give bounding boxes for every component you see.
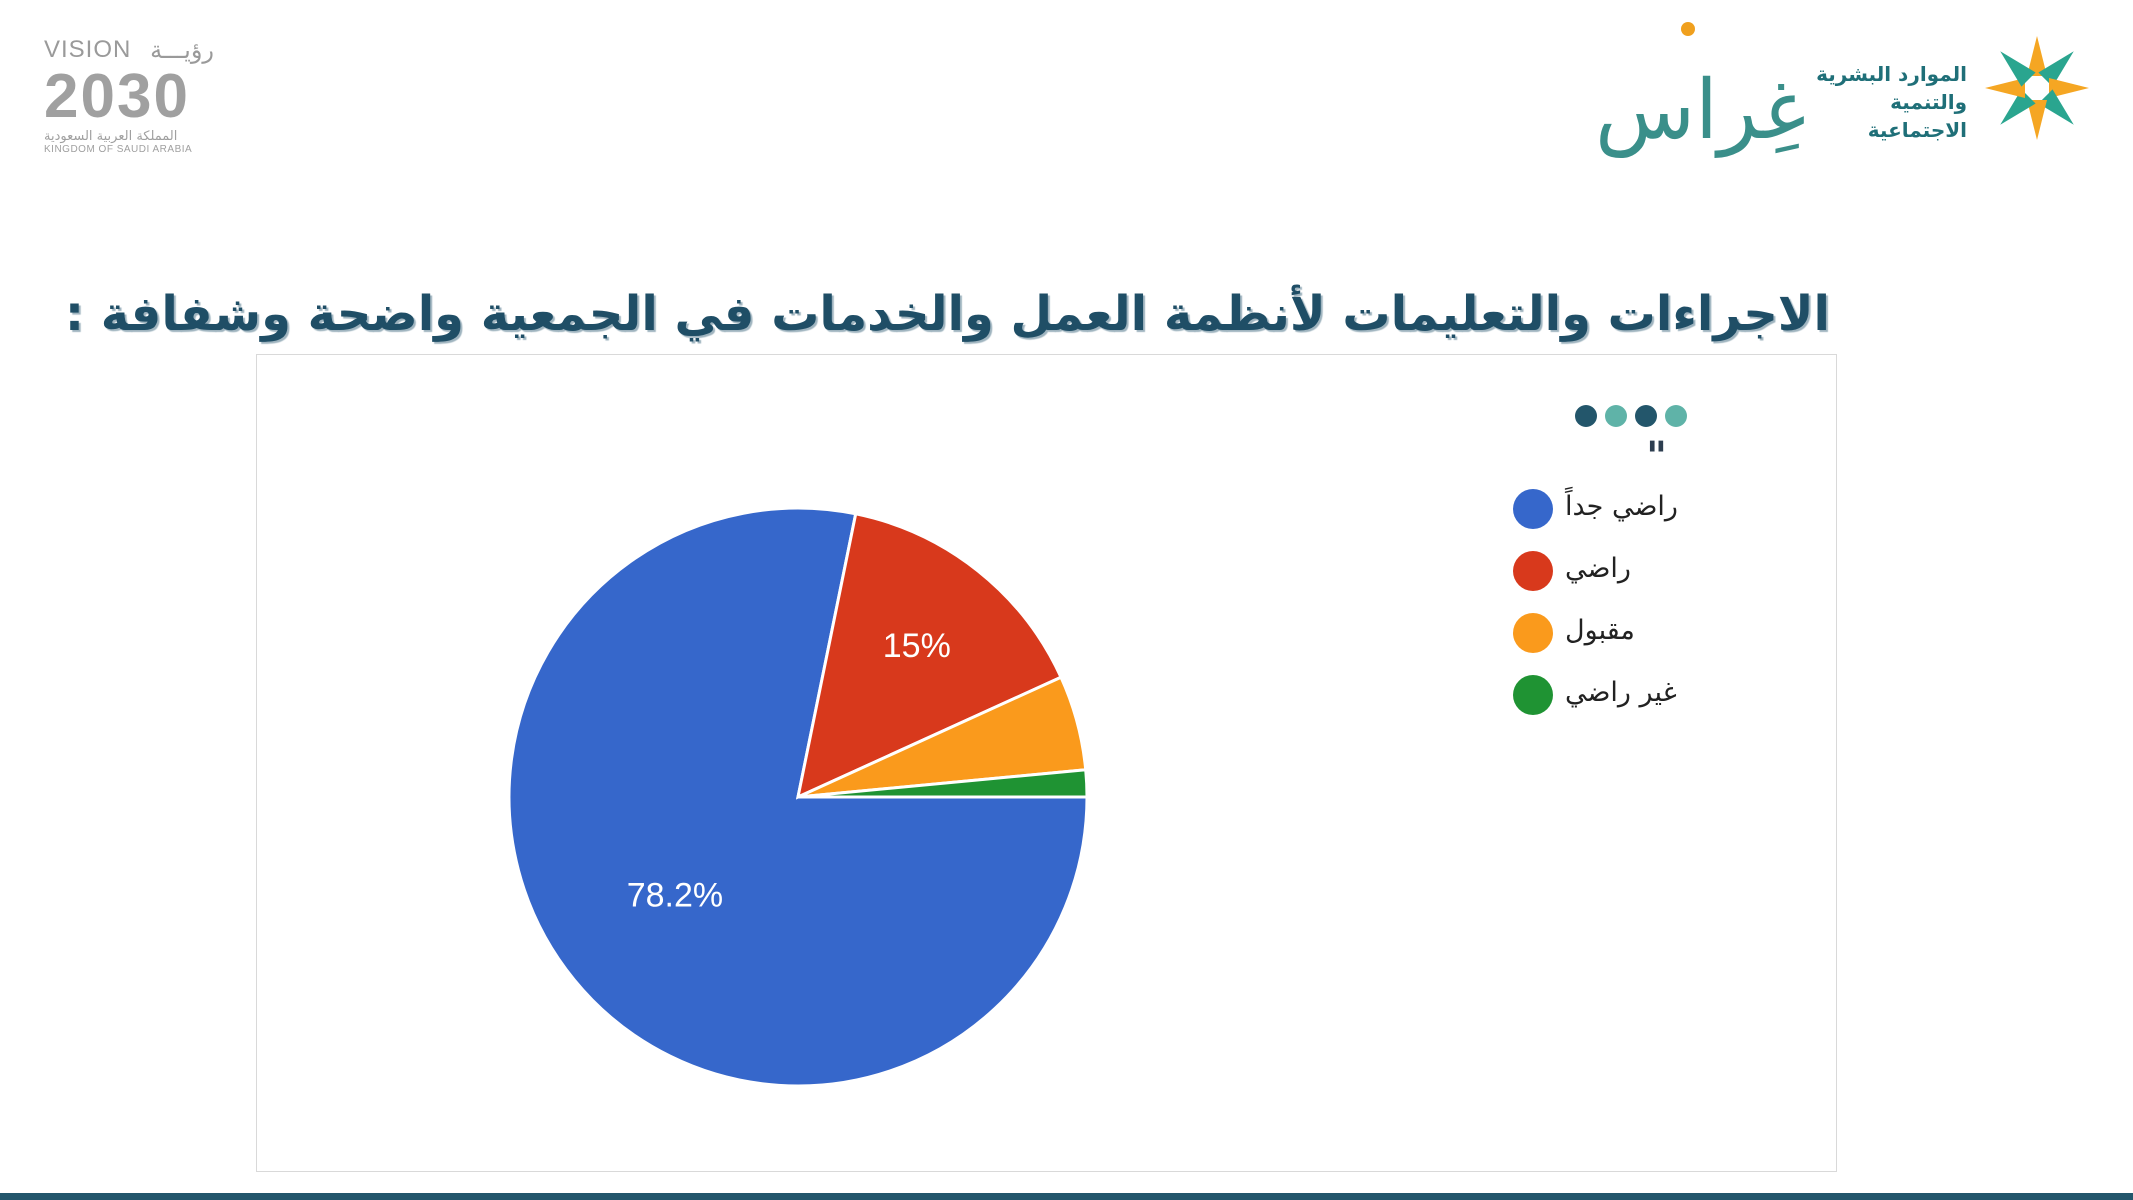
ministry-name-line2: والتنمية الاجتماعية — [1867, 90, 1967, 142]
pie-data-label: 78.2% — [627, 877, 723, 915]
legend-decor-dot — [1635, 405, 1657, 427]
legend-item: راضي جداً — [1505, 481, 1765, 543]
legend-label: راضي جداً — [1565, 491, 1678, 522]
pie-slice — [507, 506, 1089, 1088]
vision-kingdom-ar: المملكة العربية السعودية — [44, 129, 178, 144]
pie-chart: 78.2% 15% — [507, 506, 1089, 1088]
vision-label: VISION — [44, 36, 132, 63]
chart-legend: " راضي جداً راضي مقبول غير راضي — [1505, 405, 1765, 729]
legend-items: راضي جداً راضي مقبول غير راضي — [1505, 481, 1765, 729]
ghiras-logo-text: غِراس — [1595, 63, 1807, 158]
pie-data-label: 15% — [883, 627, 951, 665]
legend-swatch — [1513, 675, 1553, 715]
vision-kingdom-en: KINGDOM OF SAUDI ARABIA — [44, 144, 193, 155]
ministry-name-line1: الموارد البشرية — [1816, 62, 1967, 86]
legend-label: راضي — [1565, 553, 1631, 584]
legend-decor-dot — [1665, 405, 1687, 427]
legend-item: مقبول — [1505, 605, 1765, 667]
legend-swatch — [1513, 551, 1553, 591]
legend-item: راضي — [1505, 543, 1765, 605]
ministry-star-icon — [1985, 36, 2089, 140]
bottom-bar — [0, 1193, 2133, 1200]
legend-decor-dot — [1605, 405, 1627, 427]
vision-2030-logo: VISION رؤيـــة 2030 المملكة العربية السع… — [44, 36, 214, 156]
ministry-logo: الموارد البشرية والتنمية الاجتماعية — [1795, 30, 2095, 150]
vision-number: 2030 — [44, 62, 190, 131]
legend-decor-dots — [1505, 405, 1765, 427]
chart-frame: 78.2% 15% " راضي جداً راضي مقبول غير راضي — [256, 354, 1837, 1172]
legend-label: غير راضي — [1565, 677, 1677, 708]
ghiras-logo: غِراس — [1595, 18, 1807, 160]
legend-swatch — [1513, 489, 1553, 529]
legend-swatch — [1513, 613, 1553, 653]
pie-slice — [795, 512, 1064, 800]
vision-ar-label: رؤيـــة — [150, 37, 214, 64]
pie-slice — [797, 768, 1089, 799]
slide-title: الاجراءات والتعليمات لأنظمة العمل والخدم… — [64, 286, 1830, 342]
legend-item: غير راضي — [1505, 667, 1765, 729]
legend-decor-dot — [1575, 405, 1597, 427]
legend-quote-mark: " — [1646, 434, 1667, 480]
ministry-name: الموارد البشرية والتنمية الاجتماعية — [1795, 60, 1967, 144]
ghiras-dot-icon — [1681, 22, 1695, 36]
legend-label: مقبول — [1565, 615, 1635, 646]
